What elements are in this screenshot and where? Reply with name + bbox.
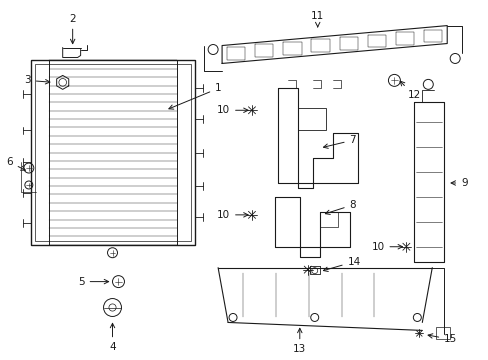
Text: 2: 2 bbox=[69, 14, 76, 44]
Text: 13: 13 bbox=[293, 328, 306, 354]
Text: 7: 7 bbox=[323, 135, 355, 148]
Bar bbox=[435, 328, 449, 339]
Text: 6: 6 bbox=[6, 157, 25, 170]
Text: 4: 4 bbox=[109, 323, 116, 352]
Bar bbox=[297, 108, 325, 130]
Bar bbox=[31, 60, 195, 245]
Text: 10: 10 bbox=[217, 105, 247, 115]
Text: 8: 8 bbox=[325, 200, 355, 215]
Text: 3: 3 bbox=[24, 75, 50, 85]
Text: 1: 1 bbox=[168, 84, 221, 109]
Text: 9: 9 bbox=[450, 178, 467, 188]
Text: 11: 11 bbox=[310, 11, 324, 27]
Bar bbox=[177, 60, 195, 245]
Bar bbox=[31, 60, 49, 245]
Text: 10: 10 bbox=[370, 242, 402, 252]
Text: 12: 12 bbox=[399, 81, 420, 100]
Text: 15: 15 bbox=[427, 334, 457, 345]
Bar bbox=[35, 64, 191, 241]
Text: 10: 10 bbox=[217, 210, 247, 220]
Text: 14: 14 bbox=[323, 257, 360, 271]
Bar bbox=[319, 212, 337, 227]
Text: 5: 5 bbox=[78, 276, 108, 287]
